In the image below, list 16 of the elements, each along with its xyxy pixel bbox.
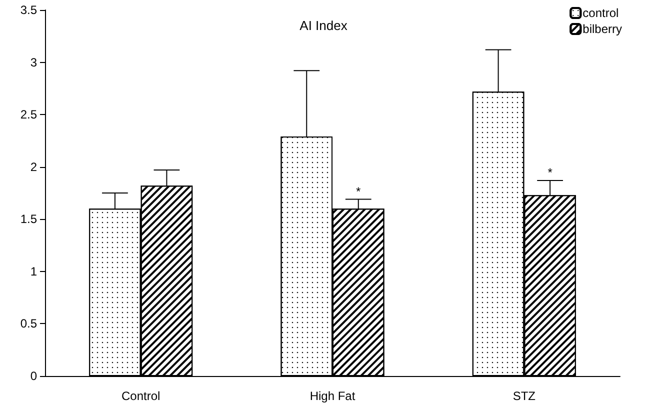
y-tick-label: 0 xyxy=(30,369,38,383)
x-tick-label: Control xyxy=(121,389,160,403)
legend-label: control xyxy=(582,6,619,20)
x-tick-label: STZ xyxy=(512,389,536,403)
annotation: * xyxy=(548,165,553,180)
y-tick-label: 0.5 xyxy=(20,316,38,331)
y-tick-label: 1 xyxy=(30,264,38,278)
y-tick-label: 2 xyxy=(30,160,38,174)
y-tick-label: 1.5 xyxy=(20,212,38,226)
annotation: * xyxy=(356,184,362,198)
y-tick-label: 2.5 xyxy=(20,108,38,122)
legend-label: bilberry xyxy=(582,22,622,36)
y-tick-label: 3 xyxy=(30,55,38,70)
y-tick-label: 3.5 xyxy=(20,3,38,17)
x-tick-label: High Fat xyxy=(310,389,356,403)
text: AI Index xyxy=(300,18,348,33)
